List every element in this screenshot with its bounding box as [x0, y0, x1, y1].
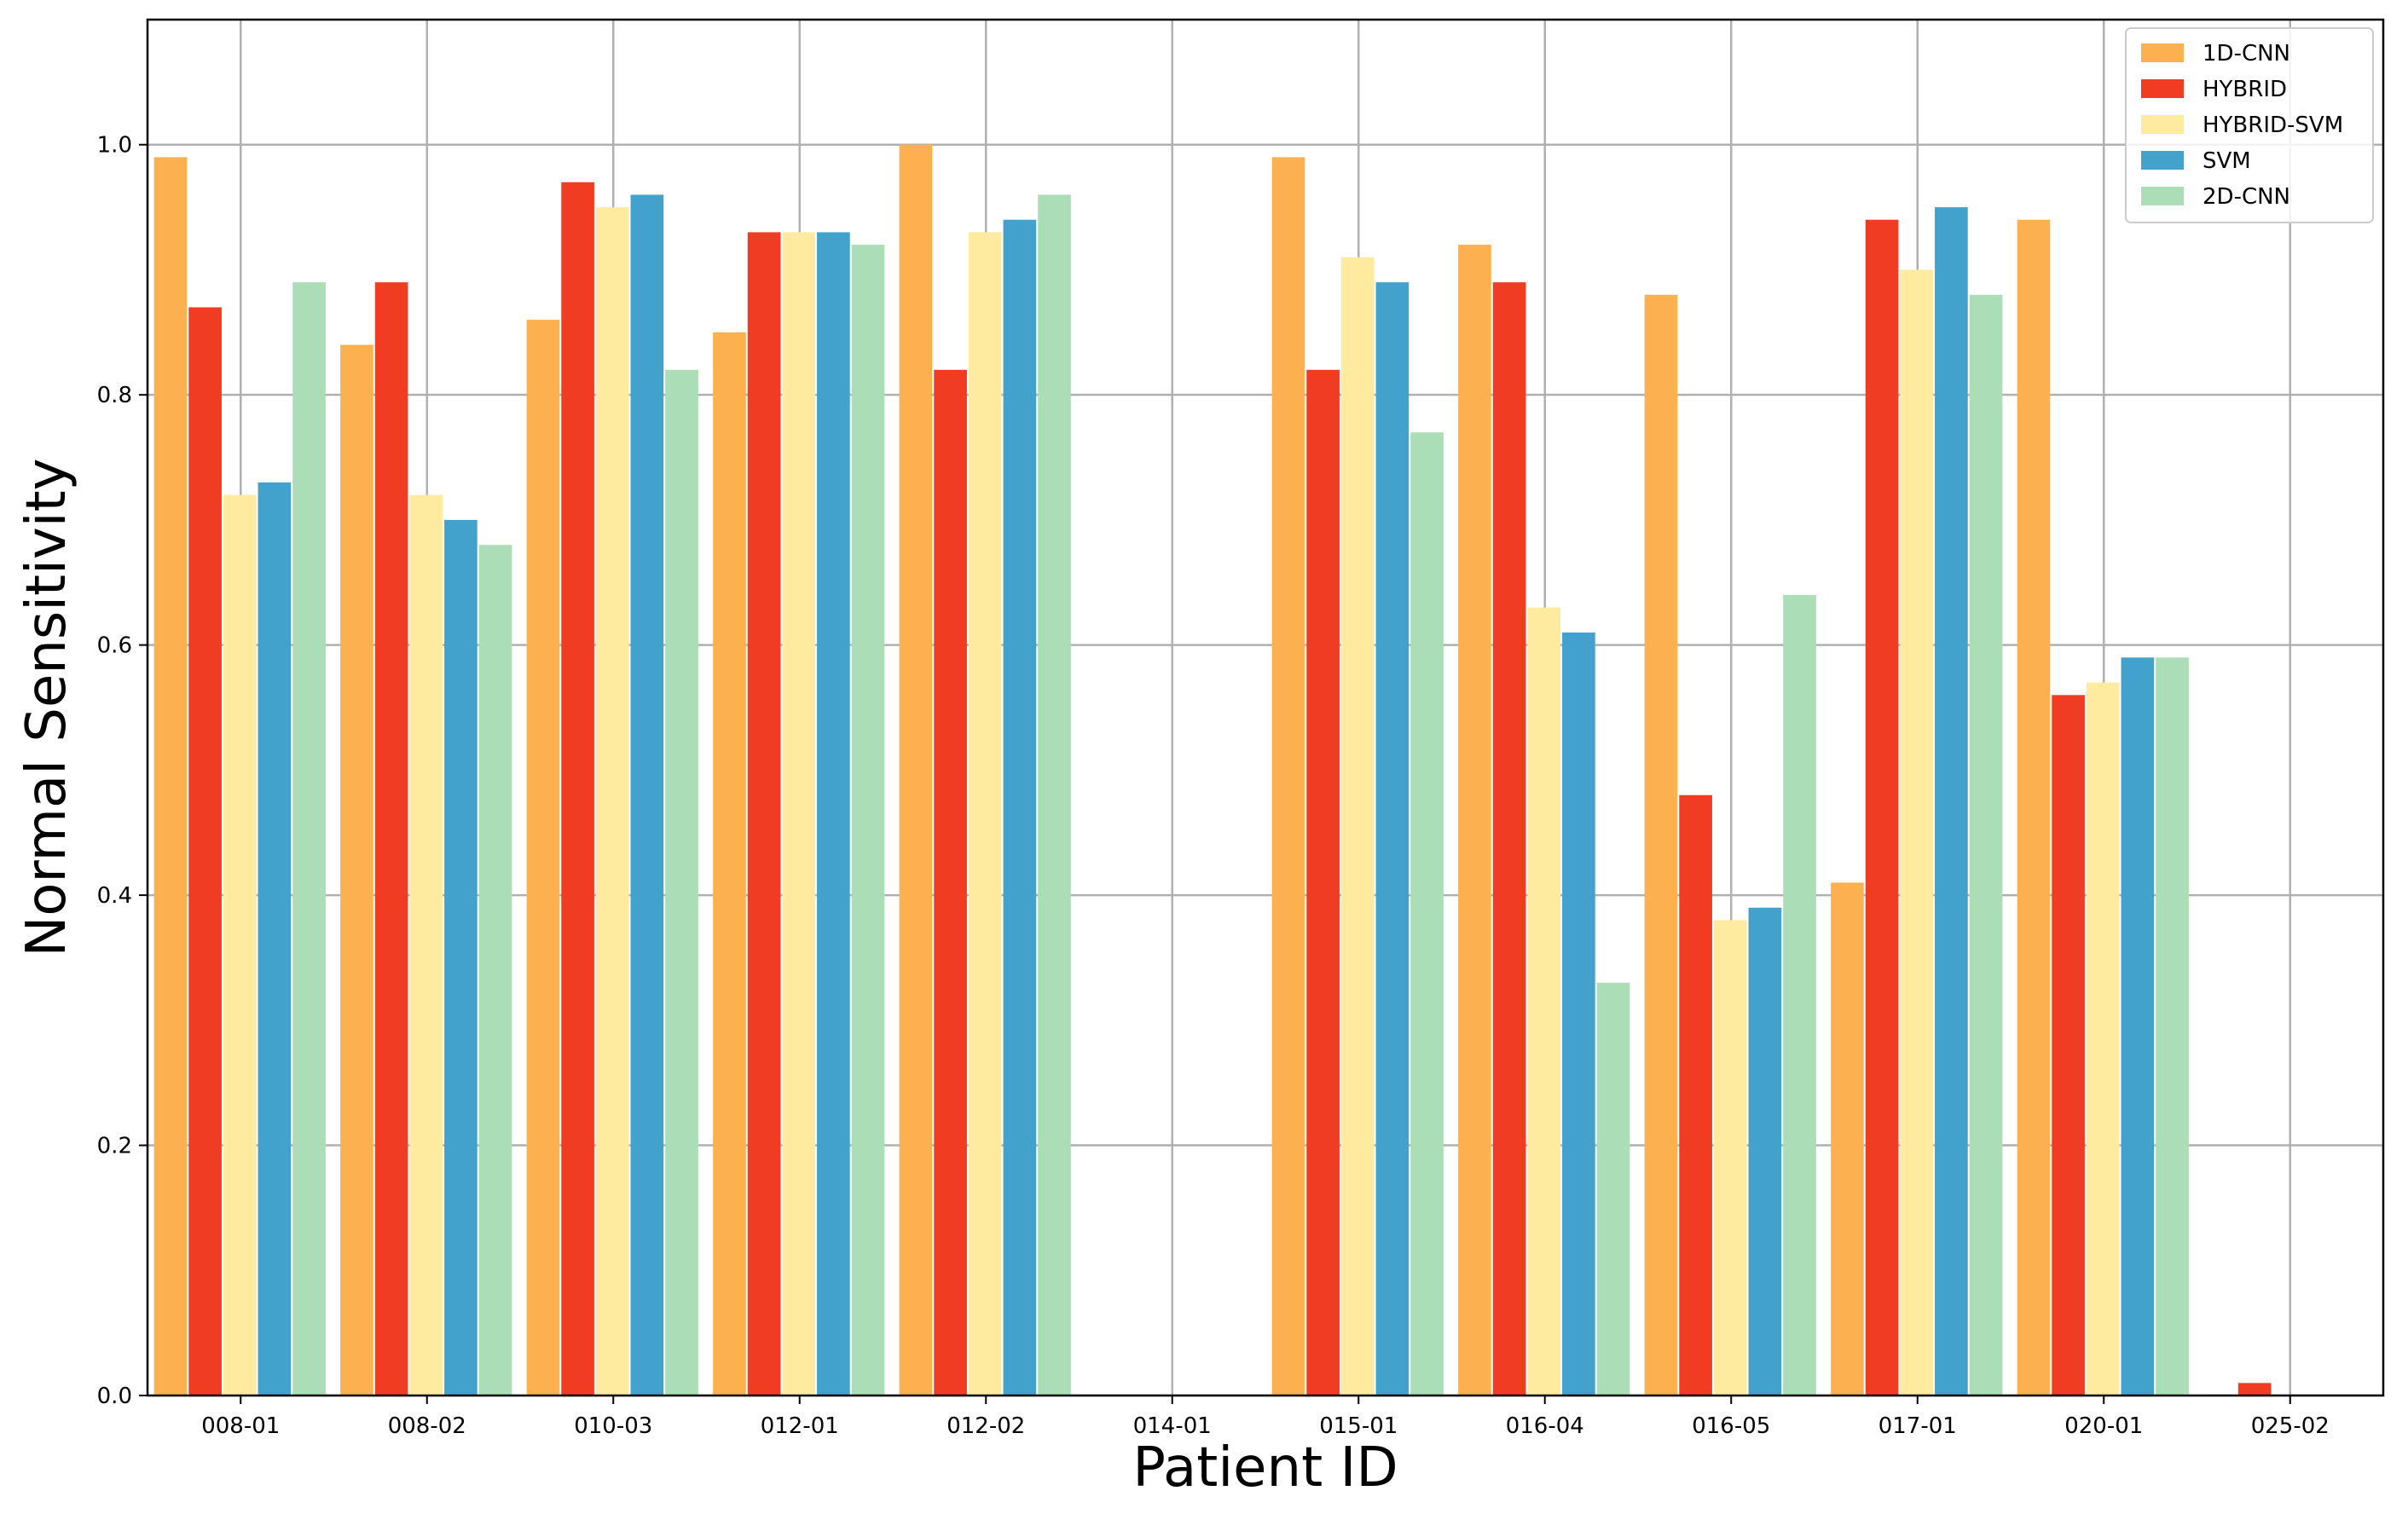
legend-label-svm: SVM: [2203, 148, 2251, 174]
legend-swatch-1d-cnn: [2141, 43, 2184, 62]
bar-2d-cnn-008-02: [478, 545, 512, 1396]
bar-2d-cnn-010-03: [665, 369, 698, 1396]
bar-1d-cnn-008-02: [340, 344, 373, 1396]
bar-hybrid-020-01: [2052, 695, 2085, 1396]
bar-hybrid-svm-016-04: [1527, 607, 1561, 1396]
y-tick-label: 0.6: [97, 633, 132, 659]
bar-1d-cnn-016-05: [1644, 294, 1678, 1396]
y-tick-label: 0.2: [97, 1134, 132, 1159]
x-tick-label: 016-04: [1506, 1413, 1584, 1439]
bar-svm-008-01: [258, 482, 292, 1396]
bar-hybrid-svm-015-01: [1340, 257, 1375, 1396]
y-tick-label: 1.0: [97, 133, 132, 159]
bar-svm-020-01: [2121, 657, 2155, 1396]
legend-swatch-2d-cnn: [2141, 187, 2184, 205]
axes: [139, 18, 2385, 1404]
bar-hybrid-svm-012-02: [968, 232, 1002, 1396]
bar-1d-cnn-020-01: [2017, 219, 2051, 1396]
bar-2d-cnn-020-01: [2156, 657, 2189, 1396]
bar-hybrid-016-04: [1492, 282, 1526, 1396]
bar-hybrid-svm-017-01: [1900, 269, 1934, 1396]
x-tick-label: 015-01: [1319, 1413, 1398, 1439]
legend-swatch-hybrid-svm: [2141, 115, 2184, 134]
legend-frame: [2125, 27, 2374, 223]
bar-2d-cnn-016-05: [1783, 594, 1816, 1396]
bar-2d-cnn-016-04: [1596, 982, 1630, 1396]
legend-label-2d-cnn: 2D-CNN: [2203, 184, 2290, 210]
bar-hybrid-017-01: [1865, 219, 1899, 1396]
x-tick-label: 020-01: [2064, 1413, 2143, 1439]
bar-2d-cnn-015-01: [1410, 432, 1444, 1396]
bar-1d-cnn-012-02: [899, 144, 933, 1396]
bar-svm-010-03: [630, 194, 664, 1396]
bar-hybrid-svm-020-01: [2086, 682, 2120, 1396]
bar-svm-017-01: [1935, 207, 1968, 1396]
bar-hybrid-008-01: [188, 307, 222, 1396]
bar-hybrid-012-01: [747, 232, 781, 1396]
x-tick-label: 014-01: [1133, 1413, 1212, 1439]
bar-hybrid-016-05: [1679, 795, 1712, 1396]
x-tick-label: 012-01: [761, 1413, 839, 1439]
x-tick-label: 025-02: [2251, 1413, 2330, 1439]
legend-label-hybrid-svm: HYBRID-SVM: [2203, 113, 2343, 138]
legend-label-1d-cnn: 1D-CNN: [2203, 41, 2290, 66]
y-tick-label: 0.8: [97, 383, 132, 408]
bar-hybrid-svm-016-05: [1713, 920, 1747, 1396]
bar-1d-cnn-008-01: [153, 157, 188, 1396]
bar-1d-cnn-015-01: [1271, 157, 1305, 1396]
bar-hybrid-012-02: [934, 369, 967, 1396]
x-tick-label: 010-03: [574, 1413, 652, 1439]
y-tick-label: 0.0: [97, 1384, 132, 1409]
x-tick-label: 017-01: [1878, 1413, 1957, 1439]
bar-2d-cnn-012-02: [1038, 194, 1071, 1396]
plot-frame: [146, 18, 2385, 1397]
x-tick-label: 008-01: [201, 1413, 280, 1439]
bar-1d-cnn-010-03: [526, 320, 560, 1396]
legend-swatch-hybrid: [2141, 79, 2184, 98]
tick-labels: 0.0 0.2 0.4 0.6 0.8 1.0 008-01 008-02 010-03 012-…: [97, 133, 2330, 1439]
bar-1d-cnn-012-01: [713, 332, 746, 1396]
legend: 1D-CNN HYBRID HYBRID-SVM SVM 2D-CNN: [2125, 27, 2374, 223]
bar-hybrid-svm-012-01: [782, 232, 816, 1396]
bar-hybrid-008-02: [374, 282, 408, 1396]
y-axis-title: Normal Sensitivity: [15, 458, 78, 956]
bar-hybrid-025-02: [2237, 1383, 2272, 1396]
x-tick-label: 008-02: [388, 1413, 466, 1439]
x-axis-title: Patient ID: [1132, 1436, 1398, 1500]
bar-2d-cnn-012-01: [851, 245, 885, 1396]
legend-swatch-svm: [2141, 151, 2184, 170]
bar-hybrid-015-01: [1306, 369, 1340, 1396]
bar-svm-008-02: [444, 519, 478, 1396]
y-tick-label: 0.4: [97, 883, 132, 909]
bar-svm-012-02: [1003, 219, 1037, 1396]
bar-svm-016-04: [1562, 632, 1595, 1396]
x-tick-label: 012-02: [946, 1413, 1025, 1439]
bar-hybrid-svm-010-03: [595, 207, 629, 1396]
bar-svm-015-01: [1375, 282, 1409, 1396]
bar-hybrid-010-03: [561, 182, 594, 1396]
bar-2d-cnn-008-01: [292, 282, 326, 1396]
bar-1d-cnn-017-01: [1831, 882, 1864, 1396]
bar-svm-016-05: [1748, 907, 1782, 1396]
x-tick-label: 016-05: [1692, 1413, 1770, 1439]
bar-1d-cnn-016-04: [1458, 245, 1491, 1396]
bar-2d-cnn-017-01: [1969, 294, 2003, 1396]
legend-label-hybrid: HYBRID: [2203, 77, 2287, 102]
bars: [153, 144, 2272, 1396]
bar-svm-012-01: [817, 232, 850, 1396]
bar-hybrid-svm-008-02: [409, 494, 443, 1396]
bar-hybrid-svm-008-01: [223, 494, 257, 1396]
